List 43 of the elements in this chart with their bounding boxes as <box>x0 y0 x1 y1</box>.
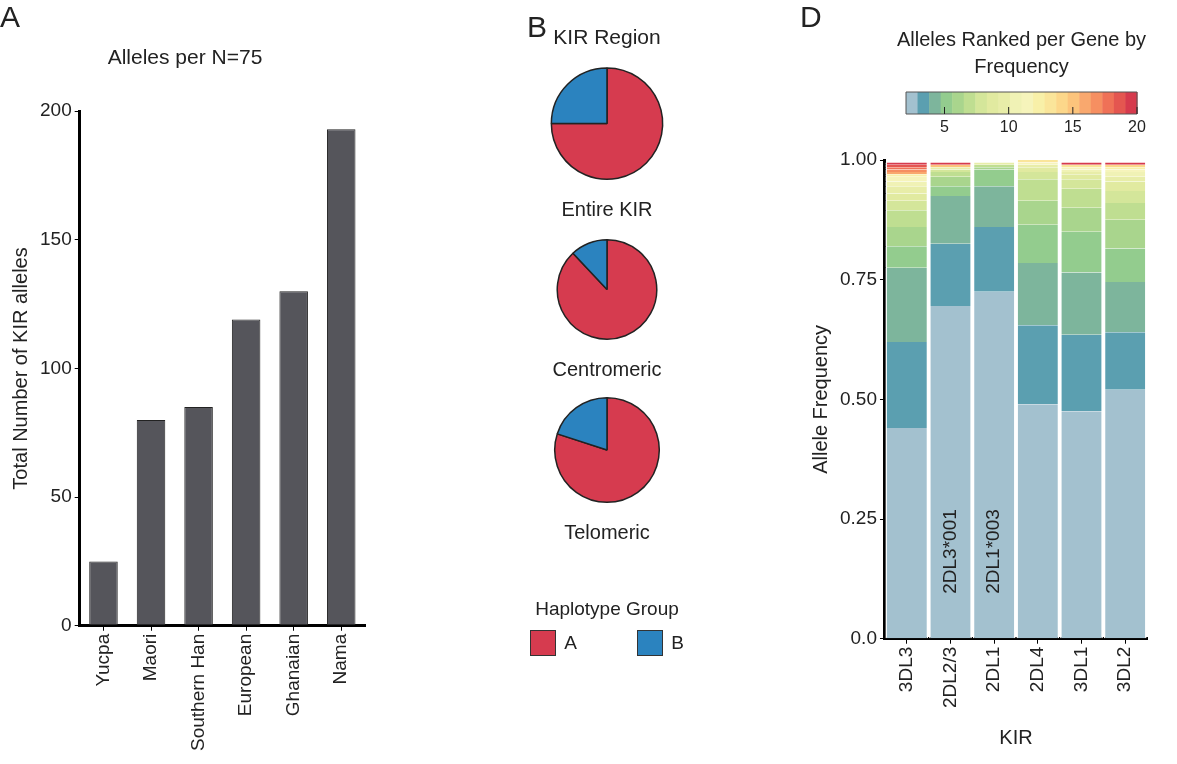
x-tick-label: 2DL4 <box>1026 646 1048 693</box>
text: Telomeric <box>564 520 650 543</box>
legend-label: B <box>671 632 684 654</box>
x-tick-label: Ghanaian <box>281 633 303 717</box>
y-tick-label: 0.50 <box>840 387 877 409</box>
y-tick-label: 150 <box>40 228 72 250</box>
x-tick-label: 3DL2 <box>1113 646 1135 693</box>
text: Centromeric <box>552 357 662 380</box>
chart-title: KIR Region <box>553 25 661 49</box>
text: D <box>800 0 822 34</box>
x-tick-label: 3DL3 <box>895 646 917 693</box>
x-tick-label: Southern Han <box>186 633 208 751</box>
y-tick-label: 50 <box>50 485 72 507</box>
y-tick-label: 0 <box>61 613 72 635</box>
color-bar-title: Alleles Ranked per Gene by Frequency <box>896 28 1147 77</box>
y-axis-title: Total Number of KIR alleles <box>8 247 31 490</box>
x-tick-label: Maori <box>139 633 161 682</box>
x-tick-label: European <box>234 633 256 717</box>
color-bar-label: 10 <box>999 118 1018 135</box>
color-bar-label: 15 <box>1063 118 1082 135</box>
y-tick-label: 200 <box>40 99 72 121</box>
y-axis-title: Allele Frequency <box>808 324 831 474</box>
y-tick-label: 0.0 <box>850 626 877 648</box>
chart-title: Alleles per N=75 <box>107 45 263 69</box>
y-tick-label: 0.25 <box>840 507 877 529</box>
y-tick-label: 0.75 <box>840 267 877 289</box>
x-tick-label: 2DL1 <box>982 646 1004 693</box>
x-axis-title: KIR <box>999 725 1033 748</box>
y-tick-label: 1.00 <box>840 148 877 170</box>
text: A <box>0 0 21 34</box>
x-tick-label: 2DL2/3 <box>938 646 960 709</box>
annotation: 2DL3*001 <box>938 509 960 594</box>
x-tick-label: Nama <box>329 633 351 685</box>
legend-label: A <box>564 632 577 654</box>
color-bar-label: 20 <box>1128 118 1146 135</box>
x-tick-label: 3DL1 <box>1069 646 1091 693</box>
legend-title: Haplotype Group <box>534 598 680 620</box>
x-tick-label: Yucpa <box>91 633 113 687</box>
y-tick-label: 100 <box>40 356 72 378</box>
color-bar-label: 5 <box>940 118 950 135</box>
text: B <box>527 10 548 44</box>
annotation: 2DL1*003 <box>982 509 1004 594</box>
text: Entire KIR <box>561 197 653 220</box>
